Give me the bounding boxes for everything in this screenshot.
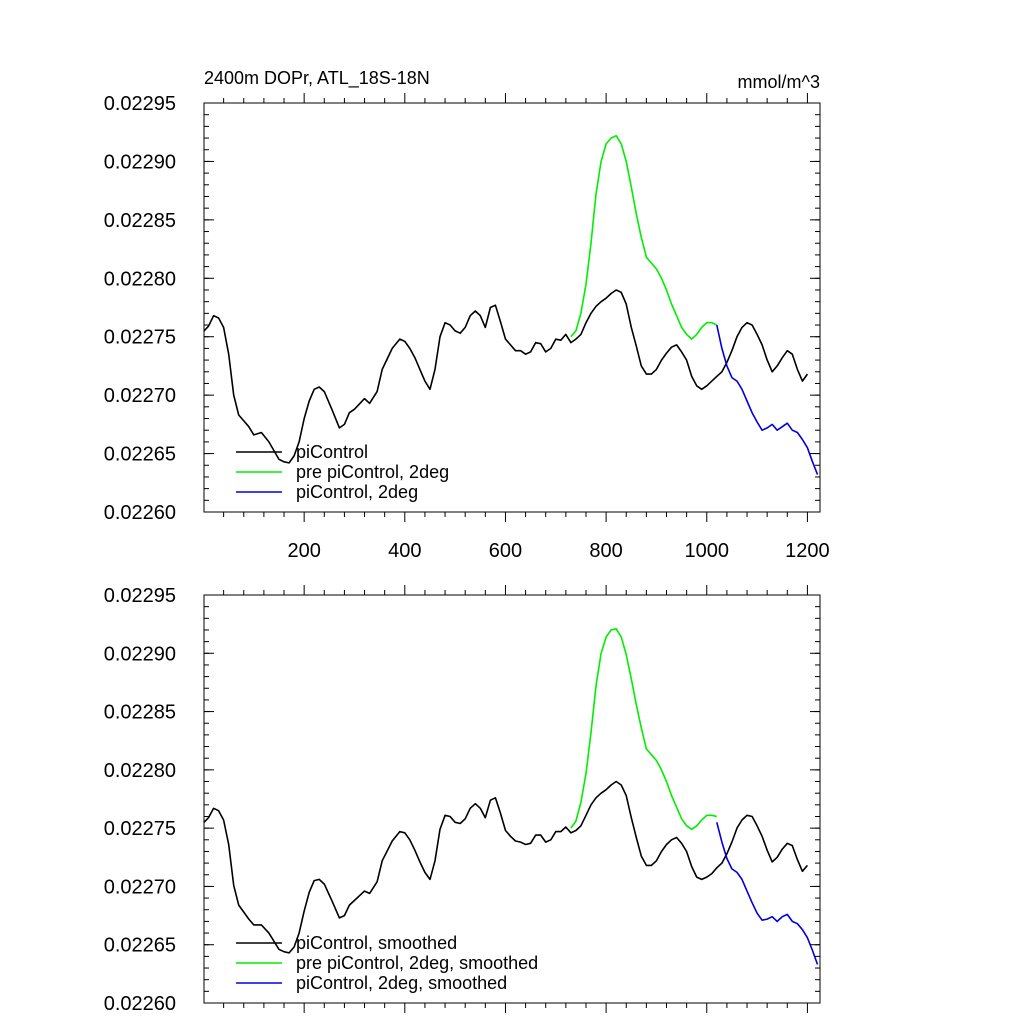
y-tick-label: 0.02270 bbox=[104, 385, 176, 407]
legend-label: pre piControl, 2deg bbox=[296, 462, 449, 482]
bottom-panel: 0.02260 0.02265 0.02270 0.02275 0.02280 0.022… bbox=[104, 585, 821, 1015]
plot-frame-top bbox=[203, 102, 821, 513]
top-panel-units: mmol/m^3 bbox=[738, 72, 820, 92]
y-tick-label: 0.02290 bbox=[104, 643, 176, 665]
y-tick-label: 0.02260 bbox=[104, 993, 176, 1015]
y-tick-label: 0.02275 bbox=[104, 818, 176, 840]
series-line-bottom-1 bbox=[570, 627, 717, 831]
y-tick-label: 0.02265 bbox=[104, 444, 176, 466]
y-tick-label: 0.02265 bbox=[104, 935, 176, 957]
series-line-top-1 bbox=[570, 134, 718, 340]
bottom-panel-axes: 0.02260 0.02265 0.02270 0.02275 0.02280 0.022… bbox=[104, 585, 821, 1015]
legend-label: piControl, 2deg bbox=[296, 482, 418, 502]
series-line-top-0 bbox=[203, 289, 809, 464]
bottom-panel-series bbox=[203, 627, 819, 965]
series-line-bottom-2 bbox=[716, 822, 819, 965]
legend-label: piControl, 2deg, smoothed bbox=[296, 973, 507, 993]
top-panel-axes: 0.02260 0.02265 0.02270 0.02275 0.02280 0.022… bbox=[104, 93, 830, 562]
y-tick-label: 0.02290 bbox=[104, 151, 176, 173]
y-tick-label: 0.02295 bbox=[104, 93, 176, 115]
y-tick-label: 0.02280 bbox=[104, 268, 176, 290]
legend-label: piControl, smoothed bbox=[296, 933, 457, 953]
x-tick-label: 1200 bbox=[785, 540, 830, 562]
x-tick-label: 600 bbox=[489, 540, 522, 562]
y-tick-label: 0.02260 bbox=[104, 502, 176, 524]
x-tick-label: 200 bbox=[287, 540, 320, 562]
y-tick-label: 0.02285 bbox=[104, 210, 176, 232]
x-tick-label: 400 bbox=[388, 540, 421, 562]
x-tick-label: 800 bbox=[589, 540, 622, 562]
top-panel-series bbox=[203, 134, 819, 475]
x-tick-label: 1000 bbox=[685, 540, 730, 562]
series-line-top-2 bbox=[716, 324, 819, 475]
y-tick-label: 0.02285 bbox=[104, 702, 176, 724]
y-tick-label: 0.02270 bbox=[104, 876, 176, 898]
plot-frame-bottom bbox=[203, 594, 821, 1004]
top-panel-title: 2400m DOPr, ATL_18S-18N bbox=[204, 68, 430, 89]
legend-label: pre piControl, 2deg, smoothed bbox=[296, 953, 538, 973]
y-tick-label: 0.02280 bbox=[104, 760, 176, 782]
series-line-bottom-0 bbox=[203, 780, 809, 954]
y-tick-label: 0.02295 bbox=[104, 585, 176, 607]
legend-label: piControl bbox=[296, 442, 368, 462]
y-tick-label: 0.02275 bbox=[104, 327, 176, 349]
top-panel: 2400m DOPr, ATL_18S-18N mmol/m^3 0.02260… bbox=[104, 68, 830, 562]
